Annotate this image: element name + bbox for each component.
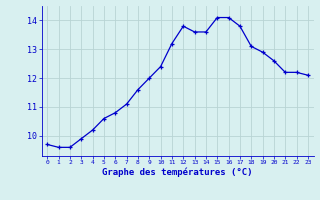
X-axis label: Graphe des températures (°C): Graphe des températures (°C) xyxy=(102,168,253,177)
